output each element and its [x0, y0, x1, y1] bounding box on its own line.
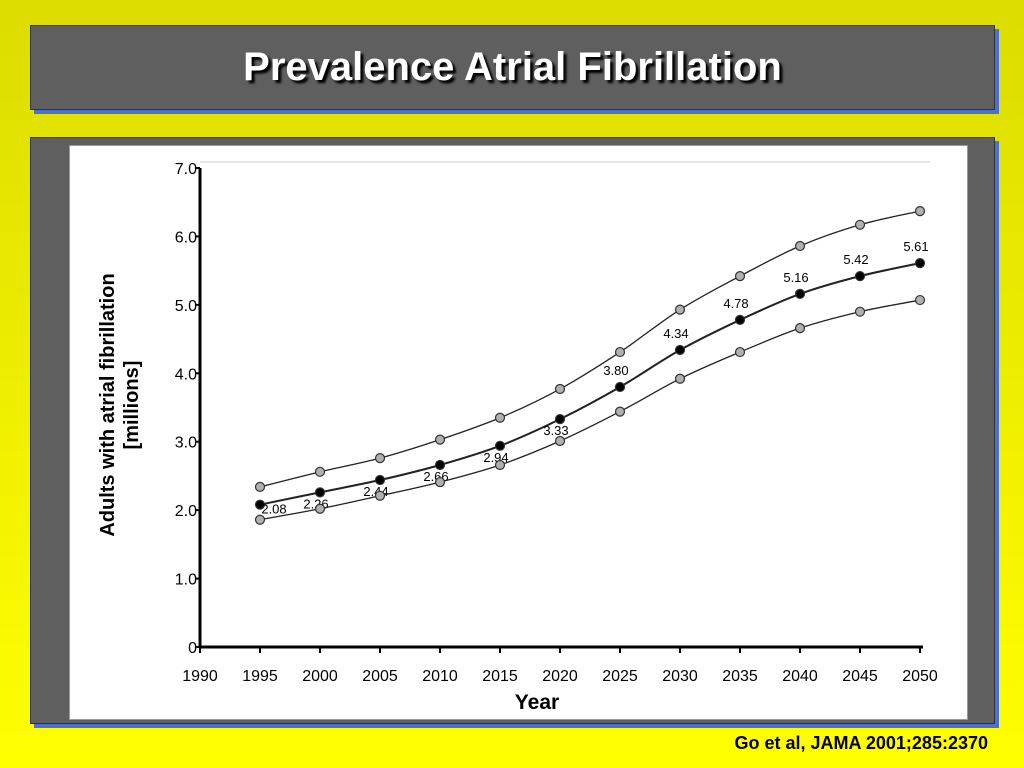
- x-tick-label: 2050: [902, 668, 938, 685]
- x-tick-label: 2020: [542, 668, 578, 685]
- x-tick-label: 1990: [182, 668, 218, 685]
- series-3-point: [254, 514, 266, 525]
- series-2-point: [854, 271, 866, 282]
- y-tick-label: 5.0: [175, 298, 197, 315]
- data-label: 3.80: [603, 363, 628, 378]
- series-1-point: [734, 271, 746, 282]
- series-2-point: [314, 487, 326, 498]
- series-1-point: [854, 219, 866, 230]
- series-3-point: [914, 294, 926, 306]
- series-1-point: [434, 434, 446, 445]
- series-1-point: [914, 206, 926, 217]
- series-2-point: [734, 314, 746, 326]
- slide-title: Prevalence Atrial Fibrillation: [243, 45, 782, 89]
- data-label: 4.78: [723, 296, 748, 311]
- series-2-point: [794, 288, 806, 300]
- y-tick-label: 7.0: [175, 161, 197, 178]
- series-2-point: [914, 258, 926, 269]
- y-axis-label-line1: Adults with atrial fibrillation: [97, 273, 119, 537]
- series-2-point: [494, 440, 506, 451]
- x-tick-label: 2040: [782, 668, 818, 685]
- x-axis-label: Year: [515, 691, 559, 714]
- series-line-1: [259, 210, 921, 488]
- title-banner: Prevalence Atrial Fibrillation: [30, 25, 995, 110]
- series-1-point: [314, 466, 326, 477]
- series-1-point: [374, 453, 386, 464]
- y-tick-label: 2.0: [175, 503, 197, 520]
- series-3-point: [734, 346, 746, 358]
- y-tick-label: 1.0: [175, 572, 197, 589]
- series-3-point: [374, 490, 386, 501]
- series-1-point: [614, 346, 626, 358]
- series-2-point: [434, 459, 446, 471]
- series-3-point: [434, 476, 446, 488]
- y-axis-label: Adults with atrial fibrillation [million…: [96, 273, 144, 536]
- data-label: 5.61: [903, 239, 928, 254]
- series-3-point: [314, 503, 326, 514]
- y-axis-label-line2: [millions]: [121, 360, 143, 450]
- y-tick-label: 4.0: [175, 366, 197, 383]
- plot-area: [69, 145, 968, 720]
- x-tick-label: 2030: [662, 668, 698, 685]
- series-1-point: [554, 383, 566, 395]
- data-label: 4.34: [663, 326, 688, 341]
- series-2-point: [614, 381, 626, 393]
- x-tick-label: 2025: [602, 668, 638, 685]
- data-label: 5.42: [843, 252, 868, 267]
- series-3-point: [794, 323, 806, 334]
- series-1-point: [794, 240, 806, 252]
- data-label: 3.33: [543, 423, 568, 438]
- x-tick-label: 2015: [482, 668, 518, 685]
- series-line-3: [259, 299, 921, 521]
- y-tick-label: 6.0: [175, 229, 197, 246]
- x-tick-label: 2005: [362, 668, 398, 685]
- series-3-point: [554, 435, 566, 447]
- data-label: 2.08: [261, 502, 286, 517]
- x-tick-label: 2010: [422, 668, 458, 685]
- x-tick-label: 2000: [302, 668, 338, 685]
- series-1-point: [674, 304, 686, 315]
- series-1-point: [494, 412, 506, 423]
- x-tick-label: 2045: [842, 668, 878, 685]
- series-3-point: [614, 406, 626, 417]
- y-tick-label: 0: [188, 640, 197, 657]
- citation: Go et al, JAMA 2001;285:2370: [734, 733, 988, 753]
- series-line-2: [259, 262, 921, 506]
- series-1-point: [254, 481, 266, 492]
- data-label: 5.16: [783, 270, 808, 285]
- series-3-point: [674, 373, 686, 384]
- series-3-point: [494, 459, 506, 471]
- series-2-point: [554, 414, 566, 425]
- series-2-point: [254, 499, 266, 510]
- x-tick-label: 1995: [242, 668, 278, 685]
- series-3-point: [854, 306, 866, 317]
- x-tick-label: 2035: [722, 668, 758, 685]
- y-tick-label: 3.0: [175, 435, 197, 452]
- series-2-point: [674, 344, 686, 356]
- series-2-point: [374, 474, 386, 486]
